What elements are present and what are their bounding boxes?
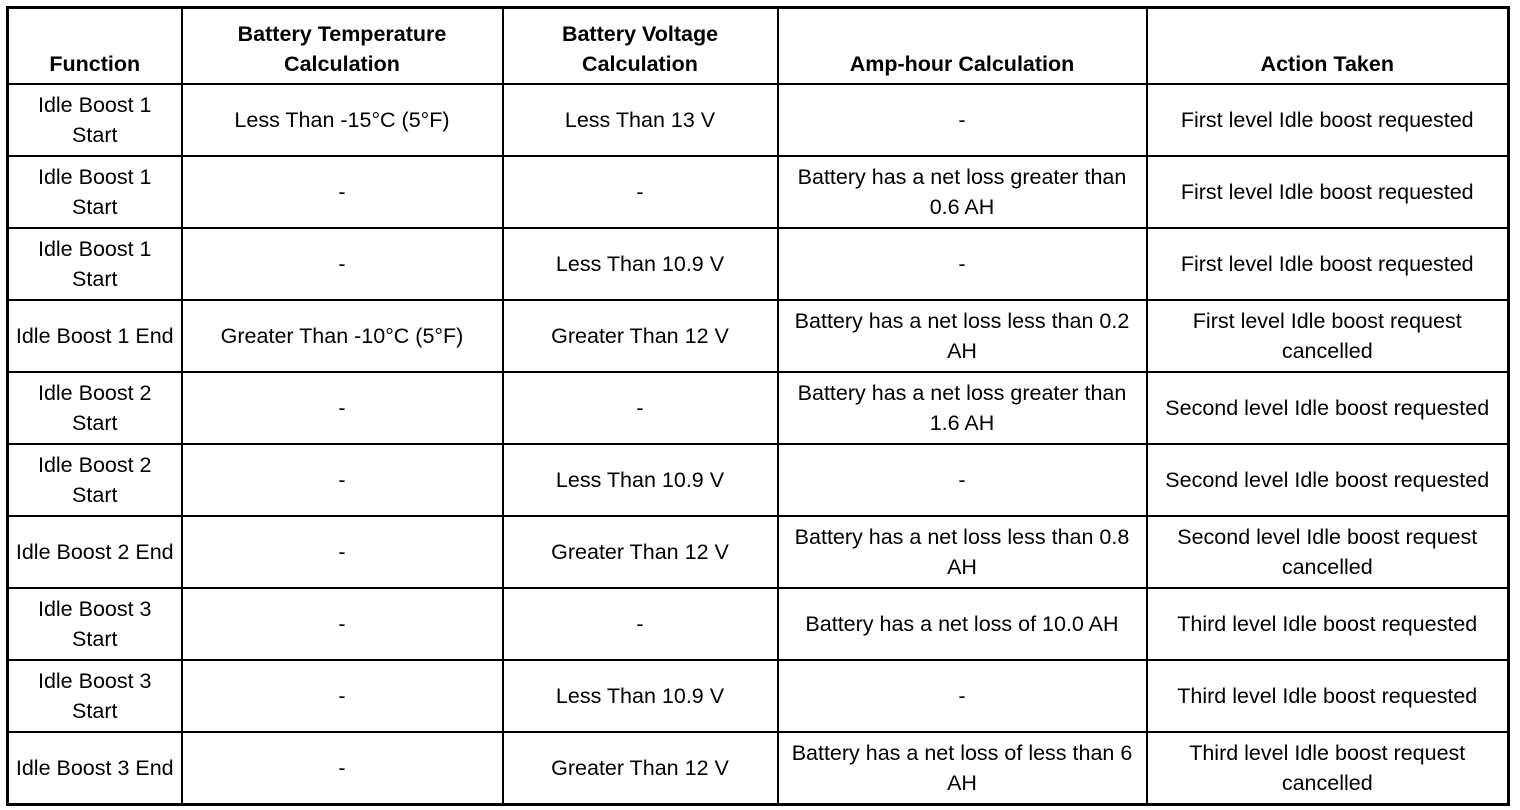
cell-function: Idle Boost 2 Start — [6, 371, 183, 445]
cell-battery-temperature: - — [180, 371, 504, 445]
cell-amp-hour: Battery has a net loss of 10.0 AH — [776, 587, 1148, 661]
cell-amp-hour: - — [776, 443, 1148, 517]
header-action-taken: Action Taken — [1145, 6, 1510, 85]
table-row: Idle Boost 1 Start Less Than -15°C (5°F) L… — [6, 83, 1510, 157]
cell-action-taken: First level Idle boost request cancelled — [1145, 299, 1510, 373]
cell-amp-hour: Battery has a net loss less than 0.2 AH — [776, 299, 1148, 373]
cell-function: Idle Boost 1 Start — [6, 227, 183, 301]
cell-battery-voltage: Less Than 10.9 V — [501, 659, 779, 733]
table-row: Idle Boost 1 Start - - Battery has a net lo… — [6, 155, 1510, 229]
table-row: Idle Boost 2 End - Greater Than 12 V Batter… — [6, 515, 1510, 589]
cell-action-taken: First level Idle boost requested — [1145, 155, 1510, 229]
cell-amp-hour: Battery has a net loss greater than 1.6 … — [776, 371, 1148, 445]
table-row: Idle Boost 1 End Greater Than -10°C (5°F)… — [6, 299, 1510, 373]
cell-amp-hour: - — [776, 83, 1148, 157]
cell-amp-hour: Battery has a net loss less than 0.8 AH — [776, 515, 1148, 589]
cell-function: Idle Boost 1 Start — [6, 83, 183, 157]
cell-battery-voltage: - — [501, 155, 779, 229]
cell-action-taken: Second level Idle boost requested — [1145, 443, 1510, 517]
cell-battery-voltage: Less Than 10.9 V — [501, 227, 779, 301]
cell-battery-temperature: - — [180, 155, 504, 229]
cell-battery-temperature: - — [180, 443, 504, 517]
header-function: Function — [6, 6, 183, 85]
table-row: Idle Boost 3 Start - - Battery has a net lo… — [6, 587, 1510, 661]
cell-function: Idle Boost 3 Start — [6, 587, 183, 661]
cell-action-taken: Second level Idle boost requested — [1145, 371, 1510, 445]
cell-action-taken: First level Idle boost requested — [1145, 83, 1510, 157]
cell-battery-temperature: - — [180, 731, 504, 806]
header-row: Function Battery Temperature Calculation B… — [6, 6, 1510, 85]
cell-amp-hour: - — [776, 659, 1148, 733]
cell-battery-voltage: Greater Than 12 V — [501, 299, 779, 373]
cell-function: Idle Boost 2 End — [6, 515, 183, 589]
cell-battery-voltage: Greater Than 12 V — [501, 515, 779, 589]
cell-action-taken: Second level Idle boost request cancelle… — [1145, 515, 1510, 589]
table-row: Idle Boost 3 Start - Less Than 10.9 V - Thir… — [6, 659, 1510, 733]
cell-battery-temperature: Greater Than -10°C (5°F) — [180, 299, 504, 373]
cell-function: Idle Boost 3 Start — [6, 659, 183, 733]
cell-amp-hour: - — [776, 227, 1148, 301]
cell-action-taken: Third level Idle boost requested — [1145, 587, 1510, 661]
cell-battery-temperature: Less Than -15°C (5°F) — [180, 83, 504, 157]
cell-amp-hour: Battery has a net loss of less than 6 AH — [776, 731, 1148, 806]
cell-battery-voltage: Greater Than 12 V — [501, 731, 779, 806]
cell-battery-voltage: Less Than 13 V — [501, 83, 779, 157]
cell-battery-temperature: - — [180, 587, 504, 661]
cell-function: Idle Boost 1 Start — [6, 155, 183, 229]
idle-boost-table: Function Battery Temperature Calculation B… — [6, 6, 1510, 806]
table-row: Idle Boost 3 End - Greater Than 12 V Batter… — [6, 731, 1510, 806]
cell-battery-voltage: - — [501, 371, 779, 445]
table-row: Idle Boost 1 Start - Less Than 10.9 V - Firs… — [6, 227, 1510, 301]
cell-function: Idle Boost 3 End — [6, 731, 183, 806]
header-amp-hour: Amp-hour Calculation — [776, 6, 1148, 85]
table-row: Idle Boost 2 Start - Less Than 10.9 V - Seco… — [6, 443, 1510, 517]
cell-action-taken: First level Idle boost requested — [1145, 227, 1510, 301]
cell-action-taken: Third level Idle boost requested — [1145, 659, 1510, 733]
cell-function: Idle Boost 2 Start — [6, 443, 183, 517]
cell-battery-temperature: - — [180, 515, 504, 589]
cell-amp-hour: Battery has a net loss greater than 0.6 … — [776, 155, 1148, 229]
cell-battery-temperature: - — [180, 227, 504, 301]
header-battery-temperature: Battery Temperature Calculation — [180, 6, 504, 85]
cell-function: Idle Boost 1 End — [6, 299, 183, 373]
cell-battery-temperature: - — [180, 659, 504, 733]
cell-battery-voltage: - — [501, 587, 779, 661]
table-row: Idle Boost 2 Start - - Battery has a net lo… — [6, 371, 1510, 445]
header-battery-voltage: Battery Voltage Calculation — [501, 6, 779, 85]
cell-battery-voltage: Less Than 10.9 V — [501, 443, 779, 517]
cell-action-taken: Third level Idle boost request cancelled — [1145, 731, 1510, 806]
